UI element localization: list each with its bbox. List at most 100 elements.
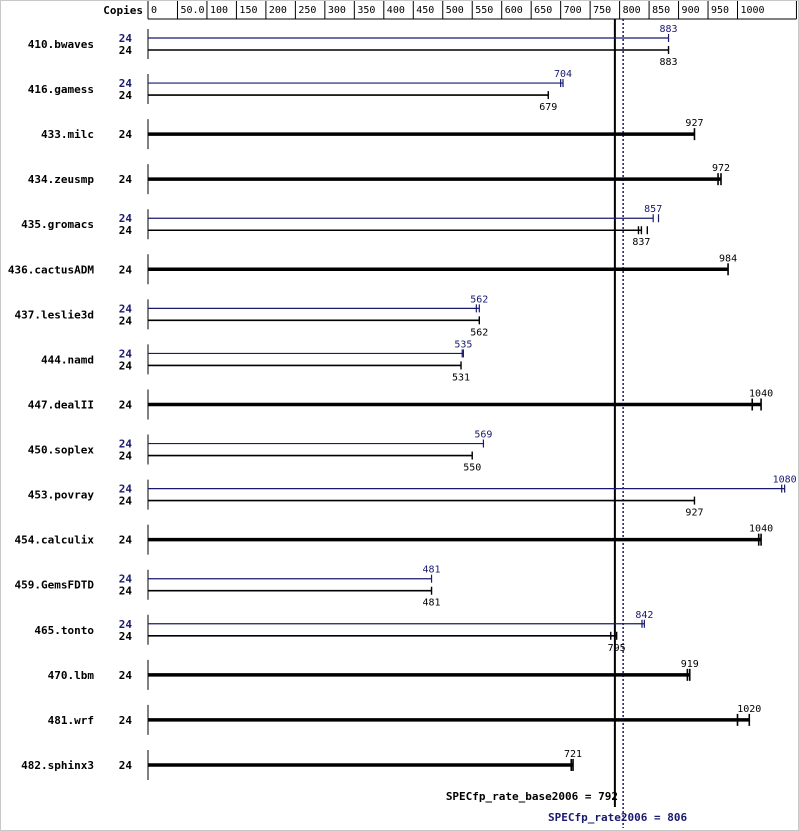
reference-lines: SPECfp_rate_base2006 = 792 SPECfp_rate200… [446,19,687,828]
benchmark-row: 434.zeusmp 24 972 [28,163,730,195]
peak-copies: 24 [119,618,133,631]
peak-value-label: 842 [635,610,653,621]
base-value-label: 1040 [749,388,773,399]
benchmark-row: 465.tonto 24 842 24 795 [34,610,653,654]
benchmark-name: 459.GemsFDTD [15,579,95,592]
peak-value-label: 569 [474,430,492,441]
base-copies: 24 [119,714,133,727]
benchmark-row: 444.namd 24 535 24 531 [41,339,472,383]
peak-value-label: 481 [423,565,441,576]
benchmark-row: 436.cactusADM 24 984 [8,253,737,285]
benchmark-name: 444.namd [41,353,94,366]
peak-copies: 24 [119,77,133,90]
base-value-label: 481 [423,598,441,609]
x-tick-label: 300 [328,5,346,16]
benchmark-row: 435.gromacs 24 857 24 837 [21,204,662,248]
benchmark-row: 481.wrf 24 1020 [48,704,761,735]
benchmark-name: 433.milc [41,128,94,141]
benchmark-name: 450.soplex [28,444,95,457]
peak-copies: 24 [119,302,133,315]
base-value-label: 1040 [749,524,773,535]
base-copies: 24 [119,44,133,57]
x-tick-label: 100 [210,5,228,16]
base-copies: 24 [119,314,133,327]
base-copies: 24 [119,398,133,411]
benchmark-row: 410.bwaves 24 883 24 883 [28,24,678,68]
benchmark-row: 447.dealII 24 1040 [28,388,773,420]
base-value-label: 919 [681,659,699,670]
benchmark-row: 450.soplex 24 569 24 550 [28,430,493,474]
benchmark-name: 447.dealII [28,398,94,411]
benchmark-row: 470.lbm 24 919 [48,659,699,690]
x-tick-label: 600 [505,5,523,16]
x-tick-label: 400 [387,5,405,16]
benchmark-name: 481.wrf [48,714,94,727]
x-tick-label: 500 [446,5,464,16]
base-value-label: 972 [712,163,730,174]
x-tick-label: 850 [652,5,670,16]
base-copies: 24 [119,224,133,237]
benchmark-row: 453.povray 24 1080 24 927 [28,475,797,519]
benchmark-name: 434.zeusmp [28,173,95,186]
base-value-label: 984 [719,253,737,264]
benchmark-name: 454.calculix [15,534,95,547]
base-value-label: 531 [452,372,470,383]
peak-value-label: 562 [470,294,488,305]
peak-value-label: 704 [554,69,572,80]
base-value-label: 550 [463,463,481,474]
x-tick-label: 50.0 [180,5,204,16]
benchmark-row: 416.gamess 24 704 24 679 [28,69,572,113]
base-copies: 24 [119,128,133,141]
x-axis: Copies 0 50.0 100 150 200 250 300 350 400 450 500 55… [103,1,797,20]
x-tick-label: 900 [682,5,700,16]
peak-metric-label: SPECfp_rate2006 = 806 [548,811,687,824]
benchmark-row: 459.GemsFDTD 24 481 24 481 [15,565,441,609]
benchmark-name: 410.bwaves [28,38,94,51]
peak-copies: 24 [119,32,133,45]
x-tick-label: 650 [534,5,552,16]
x-tick-label: 250 [298,5,316,16]
peak-copies: 24 [119,347,133,360]
base-copies: 24 [119,359,133,372]
benchmark-name: 435.gromacs [21,218,94,231]
x-tick-label: 200 [269,5,287,16]
base-value-label: 927 [685,508,703,519]
base-copies: 24 [119,263,133,276]
peak-copies: 24 [119,212,133,225]
benchmark-name: 453.povray [28,489,95,502]
base-value-label: 795 [608,643,626,654]
peak-copies: 24 [119,483,133,496]
benchmark-name: 416.gamess [28,83,94,96]
benchmark-row: 482.sphinx3 24 721 [21,749,582,780]
benchmark-row: 454.calculix 24 1040 [15,524,773,555]
benchmark-name: 470.lbm [48,669,95,682]
benchmark-name: 465.tonto [34,624,94,637]
x-tick-label: 150 [239,5,257,16]
base-copies: 24 [119,495,133,508]
x-tick-label: 750 [593,5,611,16]
x-tick-label: 950 [711,5,729,16]
x-tick-label: 350 [357,5,375,16]
base-copies: 24 [119,585,133,598]
base-copies: 24 [119,89,133,102]
base-copies: 24 [119,450,133,463]
x-tick-label: 0 [151,5,157,16]
benchmark-name: 482.sphinx3 [21,759,94,772]
base-copies: 24 [119,759,133,772]
x-tick-label: 700 [564,5,582,16]
base-value-label: 883 [659,57,677,68]
peak-value-label: 1080 [773,475,797,486]
benchmark-name: 436.cactusADM [8,263,94,276]
base-value-label: 927 [685,118,703,129]
benchmark-row: 433.milc 24 927 [41,118,703,150]
base-copies: 24 [119,669,133,682]
base-value-label: 721 [564,749,582,760]
base-copies: 24 [119,173,133,186]
peak-copies: 24 [119,573,133,586]
x-tick-label: 1000 [741,5,765,16]
base-value-label: 562 [470,327,488,338]
base-value-label: 679 [539,102,557,113]
benchmark-row: 437.leslie3d 24 562 24 562 [15,294,489,338]
